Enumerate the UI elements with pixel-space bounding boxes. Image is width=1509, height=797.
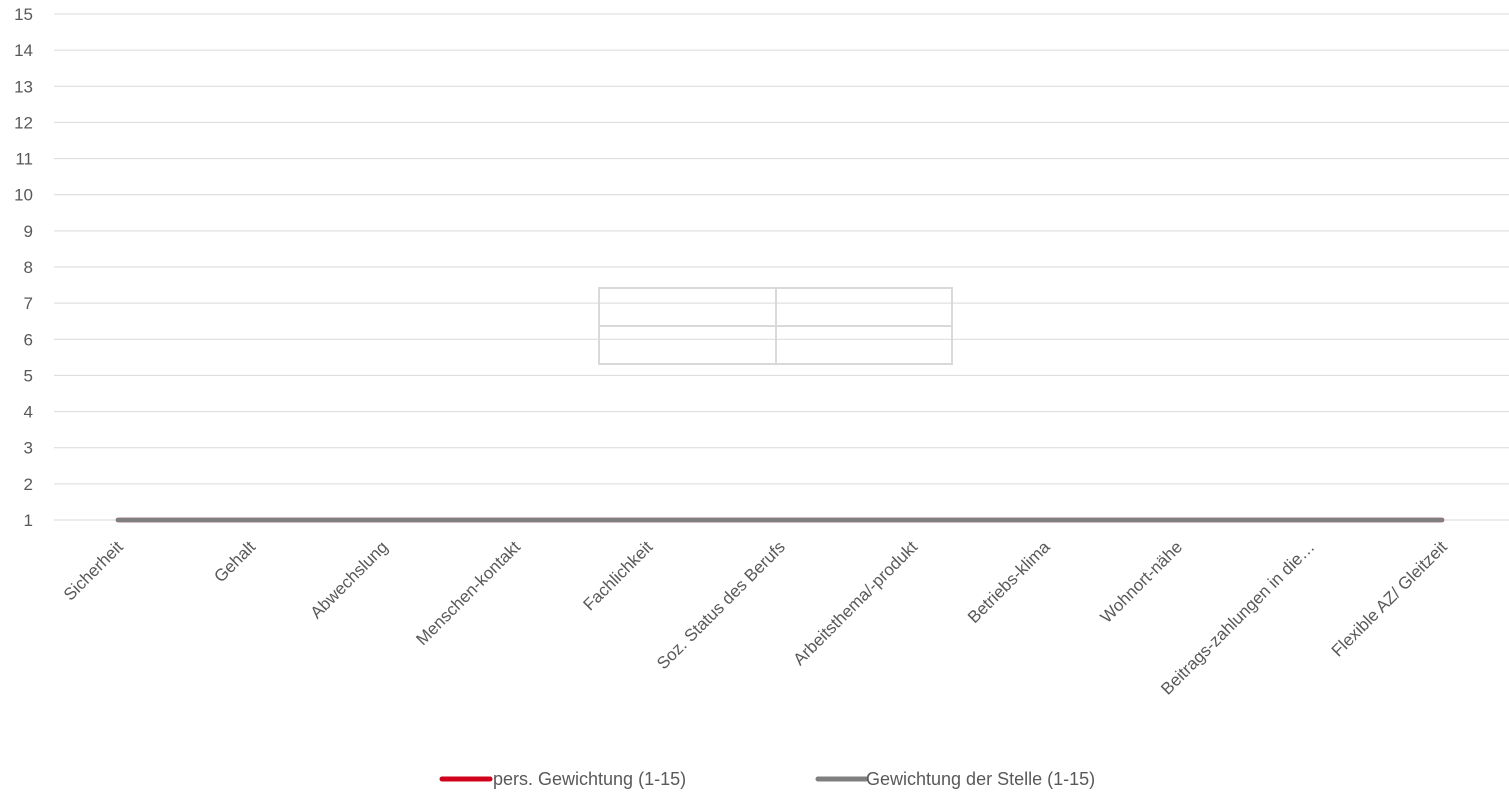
legend-label-1: Gewichtung der Stelle (1-15): [866, 769, 1095, 789]
legend-label-0: pers. Gewichtung (1-15): [493, 769, 686, 789]
x-category-label: Soz. Status des Berufs: [653, 537, 789, 673]
empty-table-overlay: [598, 287, 953, 365]
x-category-label: Wohnort-nähe: [1097, 537, 1186, 626]
y-tick-label: 15: [14, 5, 33, 24]
x-category-label: Sicherheit: [60, 537, 127, 604]
y-tick-label: 8: [24, 258, 33, 277]
x-category-label: Menschen-kontakt: [412, 537, 524, 649]
x-category-label: Flexible AZ/ Gleitzeit: [1328, 537, 1451, 660]
x-category-label: Betriebs-klima: [964, 537, 1054, 627]
y-tick-label: 2: [24, 475, 33, 494]
x-category-label: Arbeitsthema/-produkt: [790, 537, 922, 669]
y-tick-label: 3: [24, 439, 33, 458]
y-tick-label: 6: [24, 330, 33, 349]
x-category-label: Gehalt: [210, 537, 259, 586]
y-tick-label: 14: [14, 41, 33, 60]
y-tick-label: 9: [24, 222, 33, 241]
x-category-label: Abwechslung: [307, 537, 392, 622]
x-axis-categories: Sicherheit Gehalt Abwechslung Menschen-kont…: [60, 537, 1451, 699]
y-tick-label: 4: [24, 403, 33, 422]
y-tick-label: 13: [14, 77, 33, 96]
x-category-label: Beitrags-zahlungen in die…: [1157, 537, 1318, 698]
y-tick-label: 11: [15, 150, 33, 169]
y-tick-label: 7: [24, 294, 33, 313]
y-tick-label: 12: [14, 113, 33, 132]
y-tick-label: 10: [14, 186, 33, 205]
y-tick-label: 5: [24, 366, 33, 385]
legend: pers. Gewichtung (1-15) Gewichtung der St…: [439, 769, 1095, 789]
y-tick-label: 1: [24, 511, 33, 530]
gridlines: [54, 13, 1509, 521]
x-category-label: Fachlichkeit: [580, 537, 657, 614]
